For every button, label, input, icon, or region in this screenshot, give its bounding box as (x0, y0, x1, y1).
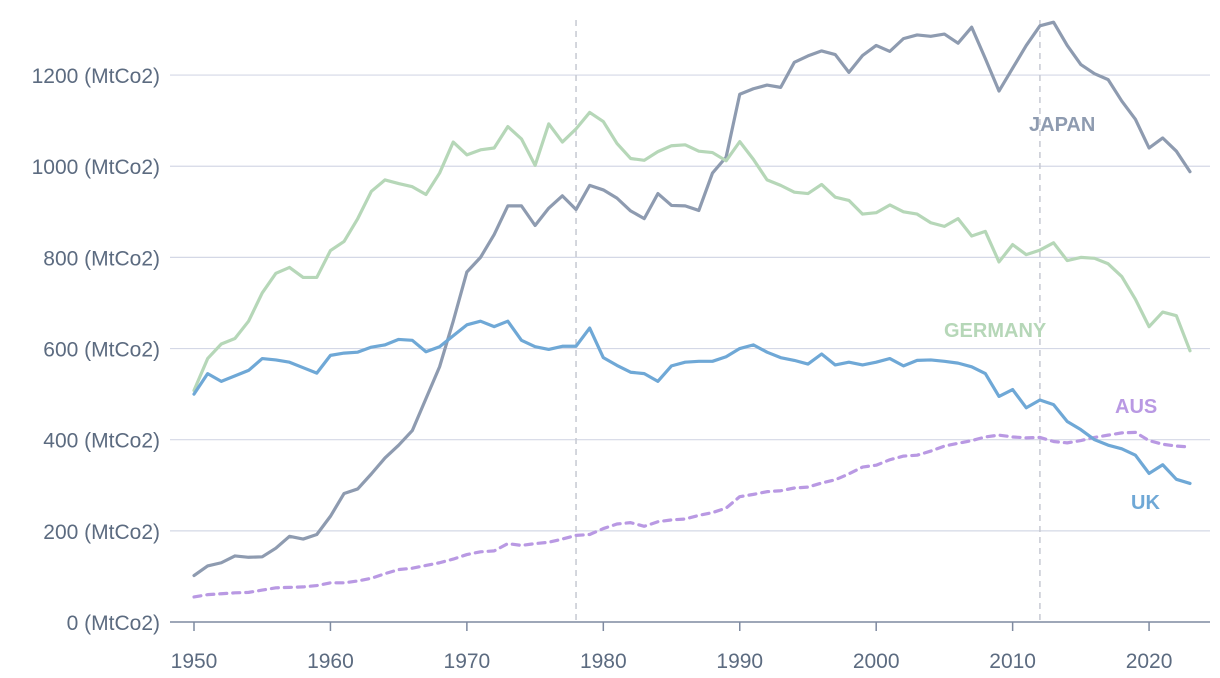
x-tick-label: 2000 (853, 650, 900, 673)
y-tick-label: 600 (MtCo2) (43, 339, 160, 362)
axes: 0 (MtCo2) 200 (MtCo2) 400 (MtCo2) 600 (MtCo… (32, 65, 1173, 673)
series-line-germany (192, 110, 1192, 393)
x-tick-label: 1980 (580, 650, 627, 673)
grid (170, 74, 1210, 623)
x-tick-label: 1960 (307, 650, 354, 673)
y-tick-label: 800 (MtCo2) (43, 247, 160, 270)
series-label-germany: GERMANY (944, 320, 1047, 342)
series-label-japan: JAPAN (1029, 114, 1095, 136)
series-line-japan (192, 20, 1192, 578)
y-tick-label: 1000 (MtCo2) (32, 156, 160, 179)
x-tick-label: 2020 (1126, 650, 1173, 673)
y-tick-label: 1200 (MtCo2) (32, 65, 160, 88)
x-tick-label: 2010 (989, 650, 1036, 673)
x-tick-label: 1950 (171, 650, 218, 673)
x-tick-label: 1970 (444, 650, 491, 673)
series-labels: JAPAN GERMANY AUS UK (944, 114, 1160, 514)
series-line-uk (192, 319, 1192, 486)
series-label-aus: AUS (1115, 396, 1157, 418)
series-label-uk: UK (1131, 492, 1160, 514)
x-tick-label: 1990 (716, 650, 763, 673)
y-tick-label: 0 (MtCo2) (67, 612, 160, 635)
series (192, 20, 1192, 599)
series-line-aus (192, 430, 1192, 599)
y-tick-label: 200 (MtCo2) (43, 521, 160, 544)
reference-lines (575, 20, 1041, 622)
y-tick-label: 400 (MtCo2) (43, 430, 160, 453)
